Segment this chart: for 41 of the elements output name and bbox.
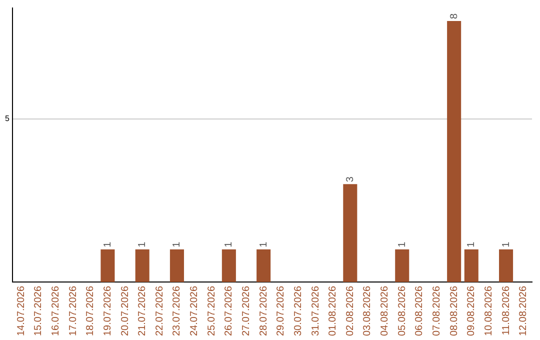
data-label: 1 <box>172 241 183 248</box>
x-tick-label: 12.08.2026 <box>518 286 530 336</box>
x-tick-label: 15.07.2026 <box>33 286 44 336</box>
x-tick-label: 08.08.2026 <box>448 286 460 336</box>
x-tick-label: 27.07.2026 <box>240 286 252 336</box>
x-tick-label: 23.07.2026 <box>172 286 183 336</box>
data-label: 1 <box>466 241 478 248</box>
y-tick-label: 5 <box>4 114 10 124</box>
x-tick-label: 14.07.2026 <box>16 286 27 336</box>
x-tick-label: 31.07.2026 <box>310 286 322 336</box>
x-tick-label: 09.08.2026 <box>466 286 478 336</box>
x-tick-label: 28.07.2026 <box>258 286 270 336</box>
x-tick-label: 17.07.2026 <box>68 286 79 336</box>
data-label: 1 <box>396 241 408 248</box>
data-label: 1 <box>102 241 114 248</box>
data-label: 1 <box>137 241 148 248</box>
x-tick-label: 20.07.2026 <box>120 286 131 336</box>
x-tick-label: 01.08.2026 <box>328 286 339 336</box>
x-tick-label: 10.08.2026 <box>483 286 494 336</box>
x-tick-label: 22.07.2026 <box>154 286 166 336</box>
x-tick-label: 04.08.2026 <box>380 286 391 336</box>
data-label: 8 <box>448 13 460 20</box>
data-label: 1 <box>258 241 270 248</box>
x-tick-label: 11.08.2026 <box>500 286 512 336</box>
x-tick-label: 02.08.2026 <box>344 286 356 336</box>
x-tick-label: 18.07.2026 <box>85 286 96 336</box>
x-tick-label: 16.07.2026 <box>50 286 62 336</box>
x-tick-label: 30.07.2026 <box>292 286 304 336</box>
x-tick-label: 06.08.2026 <box>414 286 426 336</box>
x-tick-label: 03.08.2026 <box>362 286 374 336</box>
data-label: 1 <box>224 241 235 248</box>
x-tick-label: 21.07.2026 <box>137 286 148 336</box>
x-tick-label: 05.08.2026 <box>396 286 408 336</box>
x-tick-label: 07.08.2026 <box>432 286 442 336</box>
data-label: 1 <box>500 241 512 248</box>
data-label: 3 <box>344 176 356 182</box>
x-tick-label: 24.07.2026 <box>189 286 200 336</box>
x-tick-label: 25.07.2026 <box>206 286 218 336</box>
x-tick-label: 29.07.2026 <box>276 286 287 336</box>
x-tick-label: 26.07.2026 <box>224 286 235 336</box>
x-tick-label: 19.07.2026 <box>102 286 114 336</box>
